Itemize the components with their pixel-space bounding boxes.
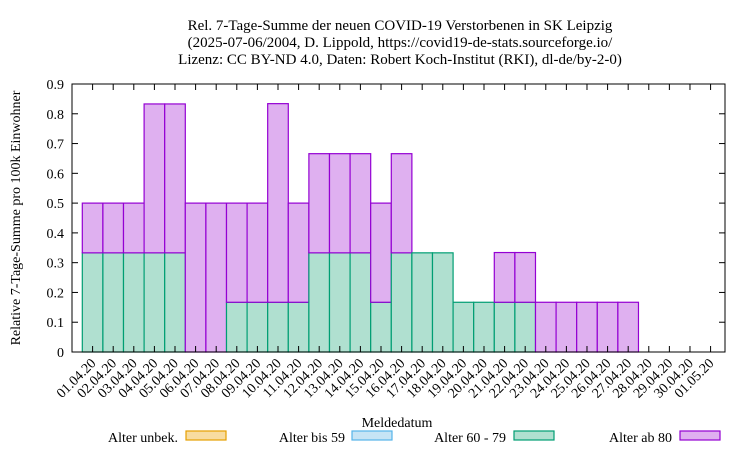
bar-segment-3-13 bbox=[328, 252, 351, 353]
legend-label-1: Alter unbek. bbox=[108, 431, 178, 446]
bar-segment-4-6 bbox=[184, 202, 207, 353]
y-tick-label: 0.2 bbox=[47, 286, 65, 301]
bar-segment-4-24 bbox=[555, 301, 578, 353]
y-tick-label: 0.9 bbox=[47, 78, 65, 93]
chart-title: Rel. 7-Tage-Summe der neuen COVID-19 Ver… bbox=[178, 18, 622, 68]
bar-segment-4-26 bbox=[596, 301, 619, 353]
y-tick-label: 0.3 bbox=[47, 257, 65, 272]
y-tick-label: 0.5 bbox=[47, 197, 65, 212]
x-axis-label: Meldedatum bbox=[362, 416, 433, 431]
bar-segment-3-14 bbox=[349, 252, 372, 353]
bar-segment-3-20 bbox=[473, 301, 495, 353]
bar-segment-4-25 bbox=[576, 301, 598, 353]
bar-segment-4-1 bbox=[81, 202, 104, 254]
legend-label-3: Alter 60 - 79 bbox=[434, 431, 506, 446]
bar-segment-3-8 bbox=[225, 301, 248, 353]
bar-segment-4-7 bbox=[205, 202, 228, 353]
bar-segment-4-10 bbox=[267, 103, 289, 303]
bar-segment-3-1 bbox=[81, 252, 104, 353]
y-tick-label: 0.4 bbox=[47, 227, 65, 242]
bar-segment-3-12 bbox=[308, 252, 331, 353]
y-tick-label: 0.1 bbox=[47, 316, 65, 331]
bar-segment-4-13 bbox=[328, 153, 351, 254]
y-tick-label: 0.7 bbox=[47, 138, 65, 153]
bar-segment-3-4 bbox=[143, 252, 166, 353]
bar-segment-4-15 bbox=[370, 202, 392, 303]
axes bbox=[71, 83, 726, 353]
bar-segment-4-2 bbox=[102, 202, 125, 254]
bar-segment-4-22 bbox=[514, 251, 537, 303]
bar-segment-3-18 bbox=[431, 252, 454, 353]
title-line-3: Lizenz: CC BY-ND 4.0, Daten: Robert Koch… bbox=[178, 52, 622, 68]
bar-segment-3-22 bbox=[514, 301, 537, 353]
bar-segment-4-3 bbox=[122, 202, 145, 254]
y-tick-label: 0 bbox=[57, 346, 64, 361]
bar-segment-3-11 bbox=[287, 301, 310, 353]
title-line-2: (2025-07-06/2004, D. Lippold, https://co… bbox=[188, 35, 613, 51]
bar-segment-3-3 bbox=[122, 252, 145, 353]
bar-segment-3-16 bbox=[390, 252, 413, 353]
bar-segment-4-21 bbox=[493, 251, 516, 303]
bar-segment-4-16 bbox=[390, 153, 413, 254]
bar-segment-4-11 bbox=[287, 202, 310, 303]
legend-swatch-1 bbox=[185, 430, 227, 441]
bar-segment-4-8 bbox=[225, 202, 248, 303]
plot-frame bbox=[71, 83, 726, 353]
bar-segment-4-5 bbox=[164, 103, 186, 254]
legend: Alter unbek. Alter bis 59 Alter 60 - 79 Alt… bbox=[108, 430, 721, 446]
bar-segment-4-12 bbox=[308, 153, 331, 254]
title-line-1: Rel. 7-Tage-Summe der neuen COVID-19 Ver… bbox=[188, 18, 613, 34]
bar-segment-3-19 bbox=[452, 301, 475, 353]
bar-segment-3-10 bbox=[267, 301, 289, 353]
bar-segment-3-5 bbox=[164, 252, 186, 353]
bar-segment-4-23 bbox=[534, 301, 557, 353]
y-tick-label: 0.6 bbox=[47, 167, 65, 182]
bar-segment-4-14 bbox=[349, 153, 372, 254]
legend-label-4: Alter ab 80 bbox=[609, 431, 672, 446]
y-tick-label: 0.8 bbox=[47, 108, 65, 123]
bar-segment-4-4 bbox=[143, 103, 166, 254]
bar-layer bbox=[81, 103, 640, 353]
bar-segment-3-9 bbox=[246, 301, 269, 353]
bar-segment-3-17 bbox=[411, 252, 434, 353]
legend-swatch-3 bbox=[513, 430, 555, 441]
legend-swatch-4 bbox=[679, 430, 721, 441]
legend-label-2: Alter bis 59 bbox=[279, 431, 345, 446]
y-axis-label: Relative 7-Tage-Summe pro 100k Einwohner bbox=[9, 90, 24, 345]
legend-swatch-2 bbox=[351, 430, 393, 441]
bar-segment-4-27 bbox=[617, 301, 640, 353]
y-axis-ticks: 0 0.1 0.2 0.3 0.4 0.5 0.6 0.7 0.8 0.9 bbox=[47, 78, 725, 361]
bar-segment-3-15 bbox=[370, 301, 392, 353]
bar-segment-4-9 bbox=[246, 202, 269, 303]
bar-segment-3-21 bbox=[493, 301, 516, 353]
bar-segment-3-2 bbox=[102, 252, 125, 353]
